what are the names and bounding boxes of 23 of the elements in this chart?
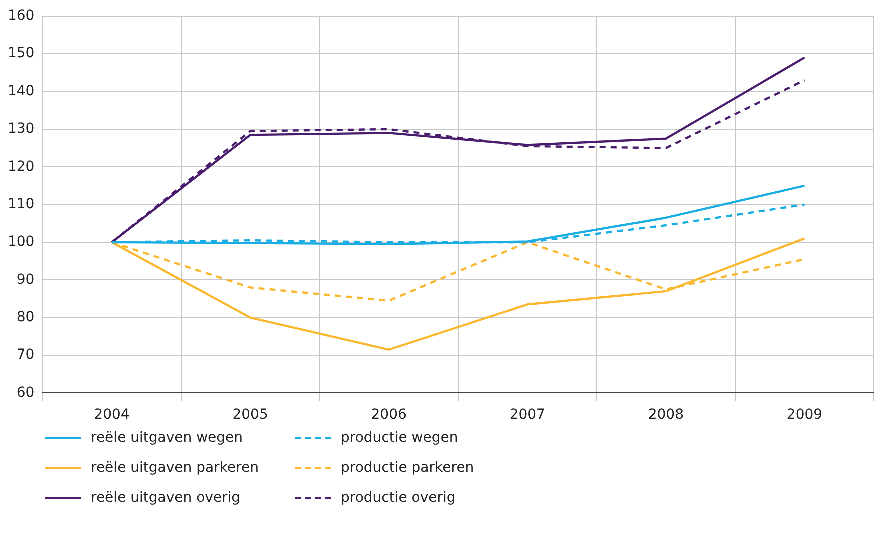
y-tick-label: 150 — [8, 46, 35, 62]
x-tick-label: 2005 — [232, 407, 268, 424]
legend-label: reële uitgaven parkeren — [91, 460, 259, 476]
y-tick-label: 60 — [16, 384, 35, 401]
legend-label: productie parkeren — [341, 460, 474, 476]
y-tick-label: 70 — [16, 347, 35, 364]
y-tick-label: 90 — [16, 272, 35, 288]
y-tick-label: 80 — [16, 309, 35, 326]
legend-label: productie wegen — [341, 430, 458, 446]
legend-label: productie overig — [341, 490, 456, 506]
y-tick-label: 100 — [8, 234, 35, 250]
x-tick-label: 2007 — [510, 407, 546, 424]
x-tick-label: 2006 — [371, 407, 407, 424]
legend-label: reële uitgaven wegen — [91, 430, 244, 446]
x-tick-label: 2004 — [94, 407, 130, 424]
y-tick-label: 160 — [8, 8, 35, 24]
y-tick-label: 140 — [8, 83, 35, 100]
y-tick-label: 110 — [8, 196, 35, 212]
y-tick-label: 120 — [8, 158, 35, 175]
x-tick-label: 2008 — [648, 407, 684, 424]
y-tick-label: 130 — [8, 121, 35, 138]
legend-label: reële uitgaven overig — [91, 490, 241, 506]
x-tick-label: 2009 — [786, 407, 823, 424]
